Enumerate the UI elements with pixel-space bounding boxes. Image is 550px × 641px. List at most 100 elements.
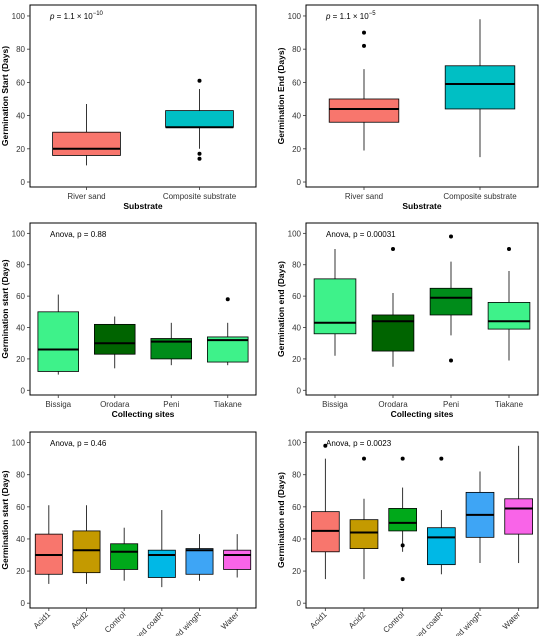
x-tick-label: Seed wingR (447, 610, 484, 636)
y-tick-label-40: 40 (16, 112, 25, 121)
y-tick-label-100: 100 (12, 229, 26, 238)
x-axis-label: Substrate (123, 201, 162, 211)
outlier-point (323, 443, 328, 448)
box-water (504, 445, 533, 564)
outlier-point (225, 297, 230, 302)
y-tick-label-80: 80 (16, 261, 25, 270)
y-tick-label-80: 80 (292, 471, 301, 480)
box-iqr (429, 287, 473, 316)
box-iqr (37, 311, 79, 372)
outlier-point (449, 234, 453, 239)
y-tick-label-20: 20 (292, 145, 301, 154)
y-tick-label-0: 0 (21, 178, 26, 187)
y-tick-label-60: 60 (16, 292, 25, 301)
box-composite-substrate (165, 78, 234, 161)
x-tick-label: Bissiga (322, 400, 348, 409)
x-tick-label: Water (501, 610, 522, 631)
box-bissiga (37, 294, 79, 375)
stat-annotation: p = 1.1 × 10−10 (49, 11, 104, 21)
y-tick-label-20: 20 (292, 355, 301, 364)
y-tick-label-100: 100 (12, 439, 26, 448)
box-peni (429, 234, 473, 363)
box-seed-coatr (147, 510, 176, 588)
stat-annotation: Anova, p = 0.0023 (326, 439, 392, 448)
y-tick-label-60: 60 (292, 78, 301, 87)
y-axis-label: Germination end (Days) (276, 261, 286, 357)
x-tick-label: River sand (345, 192, 383, 201)
y-axis-label: Germination start (Days) (0, 259, 10, 358)
box-iqr (349, 519, 379, 549)
plot-border (29, 431, 257, 609)
y-axis-label: Germination end (Days) (276, 472, 286, 568)
y-tick-label-20: 20 (16, 567, 25, 576)
stat-annotation: Anova, p = 0.46 (50, 439, 107, 448)
y-tick-label-0: 0 (297, 178, 302, 187)
y-tick-label-0: 0 (21, 386, 26, 395)
x-tick-label: Peni (443, 400, 459, 409)
y-tick-label-0: 0 (297, 599, 302, 608)
box-seed-wingr (185, 534, 214, 581)
y-tick-label-60: 60 (292, 292, 301, 301)
box-river-sand (328, 30, 400, 151)
x-tick-label: Acid2 (347, 610, 368, 631)
box-iqr (185, 548, 214, 575)
box-iqr (313, 278, 357, 335)
outlier-point (439, 456, 444, 461)
y-tick-label-100: 100 (288, 12, 302, 21)
plot-border (305, 222, 539, 396)
y-tick-label-60: 60 (292, 503, 301, 512)
chart-panel-6: 0 20 40 60 80 100 Germination end (Days) Anova,… (276, 431, 539, 641)
outlier-point (362, 456, 366, 461)
box-iqr (427, 527, 456, 566)
outlier-point (507, 247, 511, 252)
box-tiakane (487, 247, 531, 361)
x-tick-label: Bissiga (45, 400, 71, 409)
x-tick-label: Composite substrate (163, 192, 237, 201)
x-tick-label: Orodara (378, 400, 408, 409)
box-iqr (388, 508, 417, 532)
box-iqr (487, 302, 531, 330)
y-tick-label-20: 20 (16, 355, 25, 364)
stat-annotation: p = 1.1 × 10−5 (325, 11, 376, 21)
outlier-point (400, 577, 405, 582)
plot-border (29, 222, 257, 396)
x-tick-label: Peni (163, 400, 179, 409)
chart-panel-4: 0 20 40 60 80 100 Germination end (Days) Anova,… (276, 222, 539, 419)
plot-border (29, 4, 257, 188)
x-tick-label: Tiakane (214, 400, 243, 409)
y-axis-label: Germination start (Days) (0, 470, 10, 569)
y-tick-label-100: 100 (12, 12, 26, 21)
x-tick-label: Acid2 (69, 610, 90, 631)
box-peni (150, 322, 192, 366)
box-river-sand (52, 103, 121, 166)
x-axis-label: Collecting sites (112, 409, 175, 419)
y-tick-label-40: 40 (16, 324, 25, 333)
box-iqr (52, 131, 121, 156)
outlier-point (362, 30, 366, 35)
box-iqr (94, 323, 136, 355)
y-tick-label-40: 40 (292, 535, 301, 544)
x-axis-label: Substrate (402, 201, 441, 211)
x-tick-label: Water (219, 610, 240, 631)
y-tick-label-20: 20 (292, 567, 301, 576)
box-acid1 (34, 505, 63, 584)
x-tick-label: Seed coatR (129, 610, 165, 636)
y-tick-label-60: 60 (16, 78, 25, 87)
outlier-point (400, 543, 405, 548)
y-tick-label-40: 40 (292, 324, 301, 333)
box-iqr (165, 110, 234, 128)
chart-panel-3: 0 20 40 60 80 100 Germination start (Days) Anov… (0, 222, 257, 419)
box-iqr (328, 98, 400, 123)
box-iqr (150, 338, 192, 360)
y-tick-label-20: 20 (16, 145, 25, 154)
x-tick-label: Seed wingR (166, 610, 203, 636)
box-tiakane (207, 297, 249, 366)
outlier-point (197, 151, 202, 156)
outlier-point (197, 78, 202, 83)
y-axis-label: Germination End (Days) (276, 47, 286, 144)
outlier-point (391, 247, 395, 252)
stat-annotation: Anova, p = 0.88 (50, 230, 107, 239)
y-tick-label-100: 100 (288, 439, 302, 448)
